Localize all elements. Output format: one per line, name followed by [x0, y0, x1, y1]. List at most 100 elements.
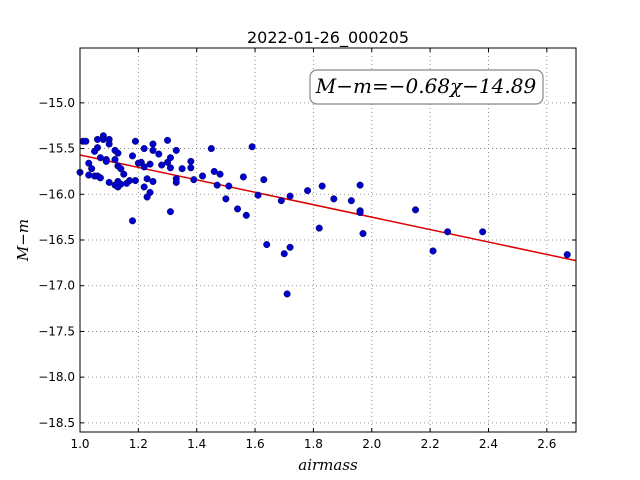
- data-point: [213, 181, 221, 189]
- data-point: [277, 197, 285, 205]
- data-point: [105, 178, 113, 186]
- fit-line: [79, 154, 577, 262]
- data-point: [117, 165, 125, 173]
- data-point: [140, 183, 148, 191]
- annotation-box: [309, 69, 544, 105]
- data-point: [172, 178, 180, 186]
- data-point: [187, 157, 195, 165]
- fit-equation: M−m=−0.68χ−14.89: [315, 74, 537, 98]
- data-point: [131, 177, 139, 185]
- y-tick-label: −18.0: [38, 370, 75, 384]
- y-tick-label: −15.5: [38, 142, 75, 156]
- data-point: [359, 230, 367, 238]
- data-point: [164, 136, 172, 144]
- data-point: [225, 182, 233, 190]
- x-tick-label: 1.6: [246, 437, 265, 451]
- data-point: [412, 206, 420, 214]
- data-point: [263, 241, 271, 249]
- chart-title: 2022-01-26_000205: [247, 28, 409, 48]
- data-point: [242, 211, 250, 219]
- data-point: [114, 149, 122, 157]
- data-point: [140, 163, 148, 171]
- data-point: [85, 171, 93, 179]
- data-point: [222, 195, 230, 203]
- data-point: [187, 164, 195, 172]
- data-point: [111, 156, 119, 164]
- data-point: [260, 176, 268, 184]
- data-point: [178, 165, 186, 173]
- data-point: [286, 243, 294, 251]
- data-point: [166, 208, 174, 216]
- y-tick-label: −17.5: [38, 324, 75, 338]
- data-point: [283, 290, 291, 298]
- x-tick-label: 1.0: [70, 437, 89, 451]
- data-point: [356, 181, 364, 189]
- x-tick-label: 1.4: [187, 437, 206, 451]
- data-point: [190, 176, 198, 184]
- data-point: [96, 174, 104, 182]
- data-point: [85, 159, 93, 167]
- data-point: [88, 165, 96, 173]
- x-tick-label: 1.2: [129, 437, 148, 451]
- data-point: [318, 182, 326, 190]
- data-point: [158, 161, 166, 169]
- y-axis-ticks: −15.0 −15.5 −16.0 −16.5 −17.0 −17.5 −18.0 −18.5: [38, 96, 576, 430]
- data-point: [315, 224, 323, 232]
- x-tick-label: 2.2: [421, 437, 440, 451]
- data-point: [126, 177, 134, 185]
- data-point: [216, 170, 224, 178]
- data-point: [444, 228, 452, 236]
- data-point: [105, 140, 113, 148]
- data-point: [129, 152, 137, 160]
- x-tick-label: 2.0: [362, 437, 381, 451]
- data-point: [563, 251, 571, 259]
- data-point: [82, 137, 90, 145]
- data-point: [155, 150, 163, 158]
- y-tick-label: −15.0: [38, 96, 75, 110]
- y-tick-label: −18.5: [38, 416, 75, 430]
- data-point: [347, 197, 355, 205]
- x-axis-ticks: 1.0 1.2 1.4 1.6 1.8 2.0 2.2 2.4 2.6: [70, 48, 556, 451]
- y-tick-label: −16.0: [38, 187, 75, 201]
- data-point: [479, 228, 487, 236]
- x-tick-label: 1.8: [304, 437, 323, 451]
- x-axis-label: airmass: [298, 456, 358, 474]
- data-point: [330, 195, 338, 203]
- y-tick-label: −16.5: [38, 233, 75, 247]
- data-point: [207, 145, 215, 153]
- data-point: [286, 192, 294, 200]
- data-point: [94, 135, 102, 143]
- data-point: [248, 143, 256, 151]
- data-point: [304, 187, 312, 195]
- data-point: [99, 135, 107, 143]
- data-point: [94, 144, 102, 152]
- data-points: [76, 132, 571, 298]
- data-point: [96, 154, 104, 162]
- data-point: [254, 191, 262, 199]
- data-point: [131, 137, 139, 145]
- data-point: [120, 170, 128, 178]
- data-point: [280, 250, 288, 258]
- data-point: [102, 157, 110, 165]
- data-point: [429, 247, 437, 255]
- data-point: [356, 209, 364, 217]
- data-point: [166, 164, 174, 172]
- data-point: [146, 160, 154, 168]
- data-point: [129, 217, 137, 225]
- data-point: [234, 205, 242, 213]
- data-point: [149, 177, 157, 185]
- data-point: [210, 167, 218, 175]
- data-point: [140, 145, 148, 153]
- grid-lines: [79, 48, 576, 432]
- data-point: [143, 175, 151, 183]
- y-axis-label: M−m: [14, 219, 32, 262]
- data-point: [117, 180, 125, 188]
- fit-line-group: [79, 154, 577, 262]
- data-point: [199, 172, 207, 180]
- data-point: [172, 146, 180, 154]
- y-tick-label: −17.0: [38, 279, 75, 293]
- data-point: [239, 173, 247, 181]
- x-tick-label: 2.4: [479, 437, 498, 451]
- data-point: [146, 188, 154, 196]
